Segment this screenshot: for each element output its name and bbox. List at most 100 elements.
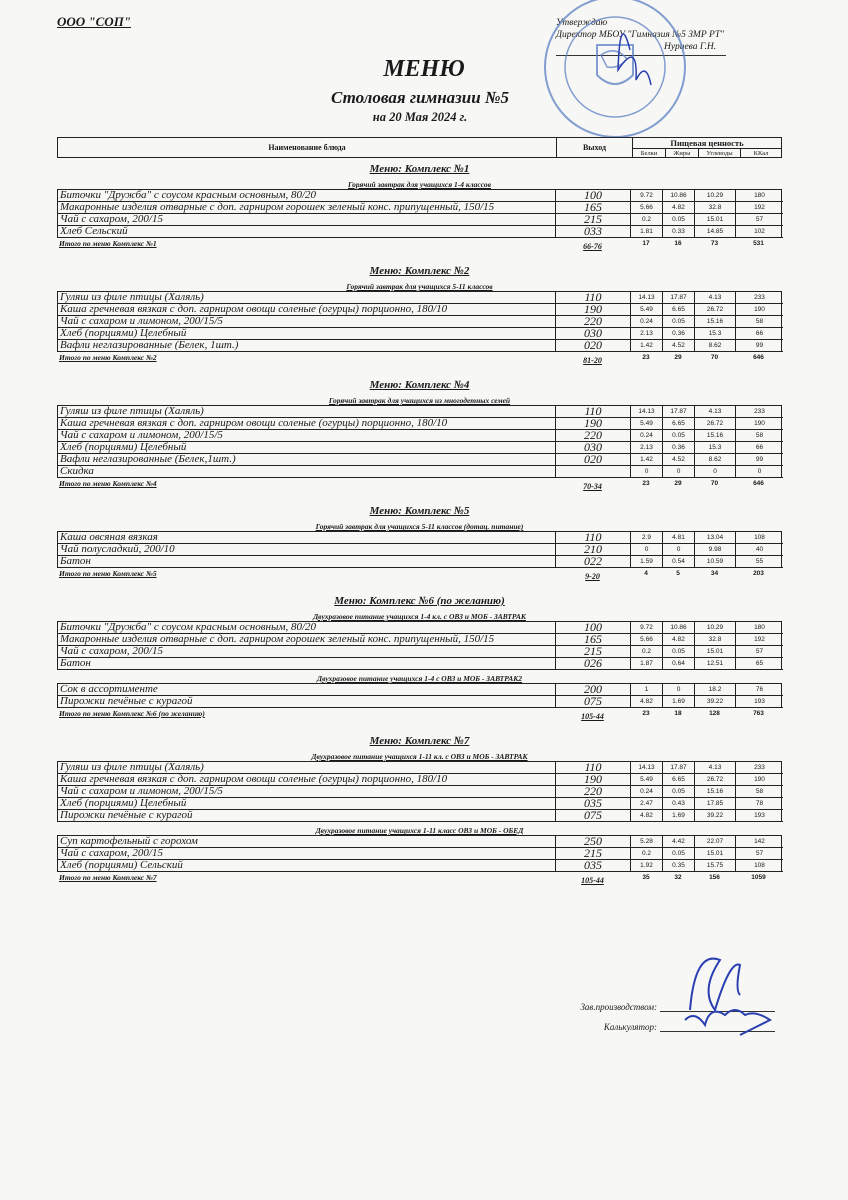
fat: 6.65: [663, 304, 695, 316]
total-protein: 4: [644, 570, 648, 577]
protein: 5.66: [631, 202, 663, 214]
total-carbs: 73: [710, 240, 719, 247]
dish-name: Чай с сахаром, 200/15: [58, 646, 556, 658]
approval-block: Утверждаю Директор МБОУ "Гимназия №5 ЗМР…: [556, 17, 726, 56]
dish-output: 110: [556, 762, 631, 774]
dish-output: 215: [556, 848, 631, 860]
dish-name: Макаронные изделия отварные с доп. гарни…: [58, 634, 556, 646]
protein: 9.72: [631, 190, 663, 202]
fat: 1.69: [663, 810, 695, 822]
kcal: 99: [736, 340, 783, 352]
protein: 4.82: [631, 810, 663, 822]
table-row: Батон 022 1.59 0.54 10.59 55: [58, 556, 783, 568]
fat: 0.05: [663, 430, 695, 442]
total-row: Итого по меню Комплекс №6 (по желанию) 10…: [57, 708, 782, 722]
carbs: 39.22: [695, 696, 736, 708]
dish-output: 033: [556, 226, 631, 238]
dish-output: 200: [556, 684, 631, 696]
fat: 0.43: [663, 798, 695, 810]
dish-name: Хлеб (порциями) Целебный: [58, 328, 556, 340]
fat: 4.82: [663, 202, 695, 214]
fat: 4.52: [663, 340, 695, 352]
dish-output: 220: [556, 316, 631, 328]
protein: 9.72: [631, 622, 663, 634]
total-dish-output: 105-44: [581, 876, 604, 885]
dish-table: Сок в ассортименте 200 1 0 18.2 76 Пирожки печ…: [57, 683, 783, 708]
table-row: Сок в ассортименте 200 1 0 18.2 76: [58, 684, 783, 696]
total-kcal: 203: [753, 570, 764, 577]
section-title: Меню: Комплекс №4: [369, 379, 470, 391]
handwritten-signature: [684, 957, 772, 1036]
table-row: Хлеб (порциями) Целебный 035 2.47 0.43 17.85…: [58, 798, 783, 810]
carbs: 15.16: [695, 316, 736, 328]
kcal: 65: [736, 658, 783, 670]
kcal: 108: [736, 532, 783, 544]
carbs: 0: [695, 466, 736, 478]
dish-output: 075: [556, 696, 631, 708]
dish-table: Гуляш из филе птицы (Халяль) 110 14.13 17.8…: [57, 291, 783, 352]
table-row: Хлеб (порциями) Сельский 035 1.92 0.35 15.75…: [58, 860, 783, 872]
col-protein: Белки: [633, 149, 666, 158]
dish-output: 220: [556, 430, 631, 442]
table-row: Каша овсяная вязкая 110 2.9 4.81 13.04 108: [58, 532, 783, 544]
table-row: Хлеб (порциями) Целебный 030 2.13 0.36 15.3 6…: [58, 442, 783, 454]
kcal: 57: [736, 214, 783, 226]
fat: 0: [663, 466, 695, 478]
col-output: Выход: [557, 138, 633, 157]
total-kcal: 763: [753, 710, 764, 717]
fat: 1.69: [663, 696, 695, 708]
table-row: Чай с сахаром и лимоном, 200/15/5 220 0.24…: [58, 786, 783, 798]
total-kcal: 646: [753, 480, 764, 487]
protein: 2.47: [631, 798, 663, 810]
section-title: Меню: Комплекс №1: [369, 163, 470, 175]
kcal: 233: [736, 406, 783, 418]
total-kcal: 531: [753, 240, 764, 247]
dish-table: Суп картофельный с горохом 250 5.28 4.42 22.…: [57, 835, 783, 872]
kcal: 193: [736, 810, 783, 822]
col-fat: Жиры: [666, 149, 699, 158]
dish-table: Биточки "Дружба" с соусом красным основн…: [57, 621, 783, 670]
dish-name: Гуляш из филе птицы (Халяль): [58, 406, 556, 418]
group-title: Горячий завтрак для учащихся 1-4 классов: [348, 180, 491, 189]
fat: 17.87: [663, 292, 695, 304]
protein: 0.24: [631, 786, 663, 798]
carbs: 13.04: [695, 532, 736, 544]
dish-name: Сок в ассортименте: [58, 684, 556, 696]
carbs: 18.2: [695, 684, 736, 696]
table-row: Чай с сахаром, 200/15 215 0.2 0.05 15.01 57: [58, 848, 783, 860]
dish-output: 250: [556, 836, 631, 848]
kcal: 192: [736, 634, 783, 646]
total-carbs: 156: [709, 874, 720, 881]
total-protein: 23: [642, 480, 650, 487]
dish-output: 190: [556, 304, 631, 316]
dish-output: 030: [556, 442, 631, 454]
dish-name: Скидка: [58, 466, 556, 478]
carbs: 15.01: [695, 646, 736, 658]
total-dish-output: 105-44: [581, 712, 604, 721]
fat: 0.36: [663, 328, 695, 340]
protein: 14.13: [631, 292, 663, 304]
fat: 0: [663, 544, 695, 556]
protein: 0: [631, 544, 663, 556]
protein: 14.13: [631, 406, 663, 418]
col-kcal: ККал: [753, 150, 769, 157]
protein: 2.9: [631, 532, 663, 544]
table-row: Биточки "Дружба" с соусом красным основн…: [58, 622, 783, 634]
protein: 4.82: [631, 696, 663, 708]
dish-name: Хлеб (порциями) Сельский: [58, 860, 556, 872]
fat: 17.87: [663, 406, 695, 418]
dish-output: 110: [556, 532, 631, 544]
dish-output: 075: [556, 810, 631, 822]
protein: 5.66: [631, 634, 663, 646]
table-row: Гуляш из филе птицы (Халяль) 110 14.13 17.8…: [58, 406, 783, 418]
carbs: 4.13: [695, 292, 736, 304]
carbs: 32.8: [695, 634, 736, 646]
dish-output: 165: [556, 202, 631, 214]
carbs: 26.72: [695, 304, 736, 316]
table-row: Пирожки печёные с курагой 075 4.82 1.69 39.2…: [58, 810, 783, 822]
group-title: Горячий завтрак для учащихся из многодет…: [328, 396, 511, 405]
group-title: Двухразовое питание учащихся 1-4 кл. с О…: [313, 612, 526, 621]
section-title: Меню: Комплекс №2: [369, 265, 470, 277]
fat: 0.05: [663, 848, 695, 860]
kcal: 57: [736, 848, 783, 860]
